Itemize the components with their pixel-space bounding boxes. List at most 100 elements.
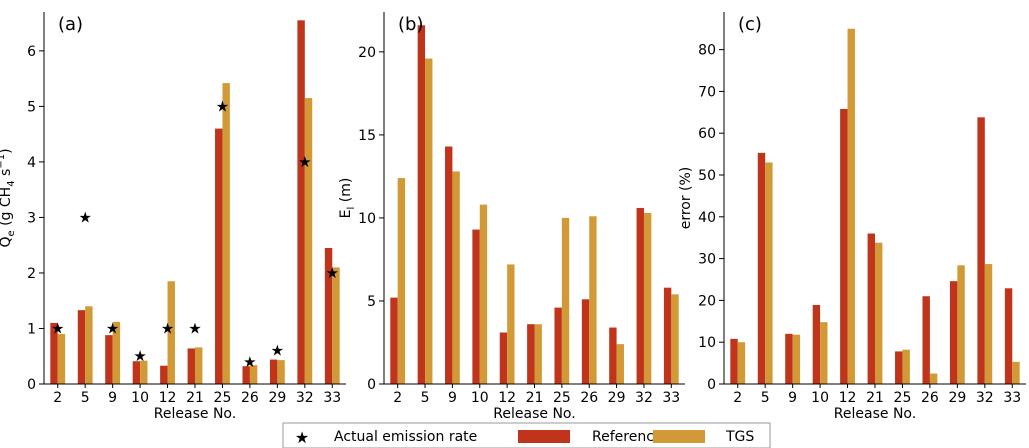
y-tick-label: 2: [27, 266, 36, 282]
x-axis-label: Release No.: [154, 406, 236, 422]
bar-reference-32: [636, 207, 644, 384]
marker-actual-10: ★: [133, 347, 146, 365]
y-tick-label: 30: [698, 252, 716, 268]
legend-swatch-reference: [518, 430, 570, 443]
marker-actual-5: ★: [78, 208, 91, 226]
y-tick-label: 10: [698, 335, 716, 351]
bar-tgs-21: [534, 324, 542, 384]
bar-tgs-29: [957, 265, 965, 384]
x-axis-label: Release No.: [834, 406, 916, 422]
x-tick-label: 10: [131, 390, 149, 406]
x-tick-label: 12: [839, 390, 857, 406]
y-tick-label: 5: [367, 294, 376, 310]
y-tick-label: 15: [358, 128, 376, 144]
y-tick-label: 70: [698, 84, 716, 100]
bar-tgs-5: [425, 58, 433, 384]
legend-swatch-tgs: [653, 430, 705, 443]
bar-tgs-26: [929, 373, 938, 384]
bar-reference-25: [215, 128, 223, 384]
bar-tgs-32: [643, 212, 652, 384]
bar-tgs-2: [397, 178, 406, 384]
x-tick-label: 25: [894, 390, 912, 406]
x-tick-label: 21: [186, 390, 204, 406]
x-tick-label: 33: [1003, 390, 1021, 406]
x-tick-label: 32: [976, 390, 994, 406]
x-tick-label: 25: [553, 390, 571, 406]
x-tick-label: 32: [635, 390, 653, 406]
bar-reference-26: [242, 366, 250, 384]
bar-reference-12: [499, 332, 508, 384]
x-tick-label: 2: [733, 390, 742, 406]
x-tick-label: 9: [448, 390, 457, 406]
x-tick-label: 32: [296, 390, 314, 406]
x-tick-label: 29: [268, 390, 286, 406]
bar-tgs-25: [902, 349, 910, 384]
bar-tgs-33: [1012, 361, 1020, 384]
bar-reference-25: [554, 307, 562, 384]
x-tick-label: 26: [580, 390, 598, 406]
marker-actual-9: ★: [106, 319, 119, 337]
marker-actual-32: ★: [298, 153, 311, 171]
legend: ★ Actual emission rate Reference TGS: [282, 422, 771, 448]
bar-reference-5: [757, 152, 766, 384]
marker-actual-26: ★: [243, 353, 256, 371]
x-tick-label: 9: [788, 390, 797, 406]
bar-reference-26: [922, 296, 930, 384]
bar-reference-10: [812, 305, 821, 384]
marker-actual-29: ★: [271, 342, 284, 360]
bar-reference-29: [609, 327, 617, 384]
panel-label: (a): [58, 14, 83, 35]
bar-reference-12: [840, 108, 848, 384]
legend-label-reference: Reference: [592, 429, 663, 445]
bar-tgs-2: [57, 334, 66, 384]
x-tick-label: 2: [393, 390, 402, 406]
bar-reference-25: [895, 351, 903, 384]
marker-actual-12: ★: [161, 319, 174, 337]
y-tick-label: 4: [27, 155, 36, 171]
bar-reference-2: [730, 338, 738, 384]
bar-reference-33: [324, 247, 333, 384]
bar-tgs-10: [820, 322, 828, 384]
bar-tgs-32: [304, 98, 313, 385]
bar-tgs-21: [195, 347, 203, 384]
bar-tgs-10: [140, 360, 148, 384]
x-tick-label: 5: [421, 390, 430, 406]
x-tick-label: 9: [108, 390, 117, 406]
panel-label: (c): [738, 14, 762, 35]
bar-reference-33: [663, 287, 672, 384]
x-tick-label: 26: [241, 390, 259, 406]
y-tick-label: 0: [27, 377, 36, 393]
bar-tgs-9: [112, 321, 121, 384]
bar-tgs-25: [222, 83, 230, 384]
x-tick-label: 29: [608, 390, 626, 406]
bar-reference-10: [472, 229, 480, 384]
bar-tgs-9: [792, 334, 801, 384]
bar-reference-5: [77, 310, 86, 384]
bar-tgs-26: [589, 216, 597, 384]
bar-tgs-29: [616, 344, 624, 384]
y-tick-label: 6: [27, 44, 36, 60]
bar-reference-21: [527, 324, 535, 384]
marker-actual-25: ★: [216, 97, 229, 115]
x-tick-label: 33: [662, 390, 680, 406]
y-tick-label: 10: [358, 211, 376, 227]
y-tick-label: 0: [367, 377, 376, 393]
x-tick-label: 12: [159, 390, 177, 406]
bar-reference-29: [949, 281, 958, 384]
y-axis-label: El (m): [338, 178, 357, 219]
y-axis-label: error (%): [678, 167, 694, 230]
bar-tgs-32: [984, 264, 993, 384]
y-tick-label: 1: [27, 321, 36, 337]
bar-tgs-26: [249, 365, 258, 384]
bar-tgs-5: [85, 306, 93, 384]
bar-tgs-25: [561, 217, 570, 384]
bar-tgs-12: [167, 281, 175, 384]
bar-reference-32: [297, 20, 305, 384]
x-tick-label: 25: [214, 390, 232, 406]
bar-reference-9: [785, 333, 793, 384]
bar-reference-2: [50, 322, 58, 384]
legend-label-tgs: TGS: [725, 429, 754, 445]
